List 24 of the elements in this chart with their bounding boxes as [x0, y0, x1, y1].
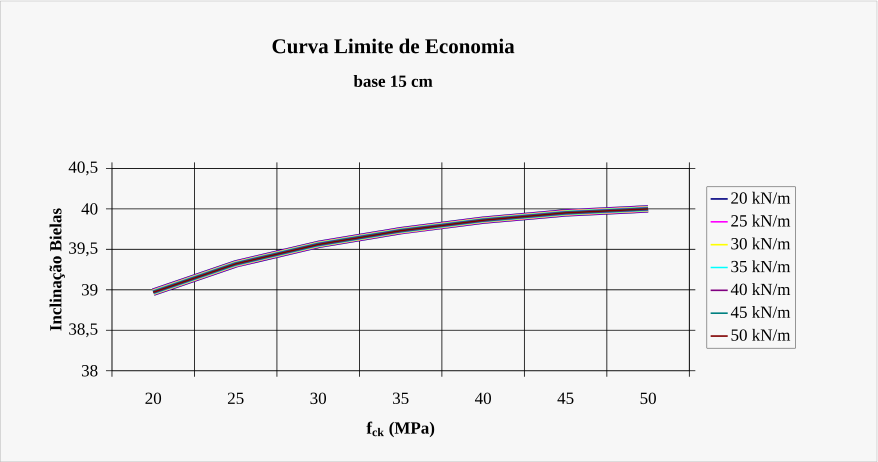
x-tick-label: 40 [474, 392, 491, 404]
x-tick-label: 45 [557, 392, 574, 404]
legend-label: 20 kN/m [731, 192, 790, 204]
y-tick-label: 39,5 [69, 242, 98, 256]
legend-label: 30 kN/m [731, 237, 790, 250]
x-tick-label: 30 [310, 392, 326, 404]
legend-label: 35 kN/m [731, 260, 790, 272]
x-tick-label: 35 [392, 392, 408, 404]
y-tick-label: 40 [81, 203, 98, 215]
legend-label: 25 kN/m [731, 214, 790, 227]
x-axis-title: f$_{ck}$ (MPa) [366, 422, 434, 438]
y-tick-label: 38,5 [69, 323, 98, 338]
y-axis-title: Inclinação Bielas [49, 208, 65, 331]
legend-label: 50 kN/m [732, 328, 790, 341]
y-tick-label: 40,5 [68, 161, 98, 176]
chart-title: Curva Limite de Economia [272, 38, 514, 54]
y-tick-label: 38 [82, 364, 98, 376]
legend-label: 45 kN/m [730, 306, 790, 318]
y-tick-label: 39 [82, 284, 98, 296]
legend-label: 40 kN/m [730, 283, 790, 296]
x-tick-label: 25 [228, 392, 244, 404]
x-tick-label: 50 [640, 392, 656, 404]
chart-subtitle: base 15 cm [354, 74, 432, 87]
x-tick-label: 20 [145, 392, 162, 404]
